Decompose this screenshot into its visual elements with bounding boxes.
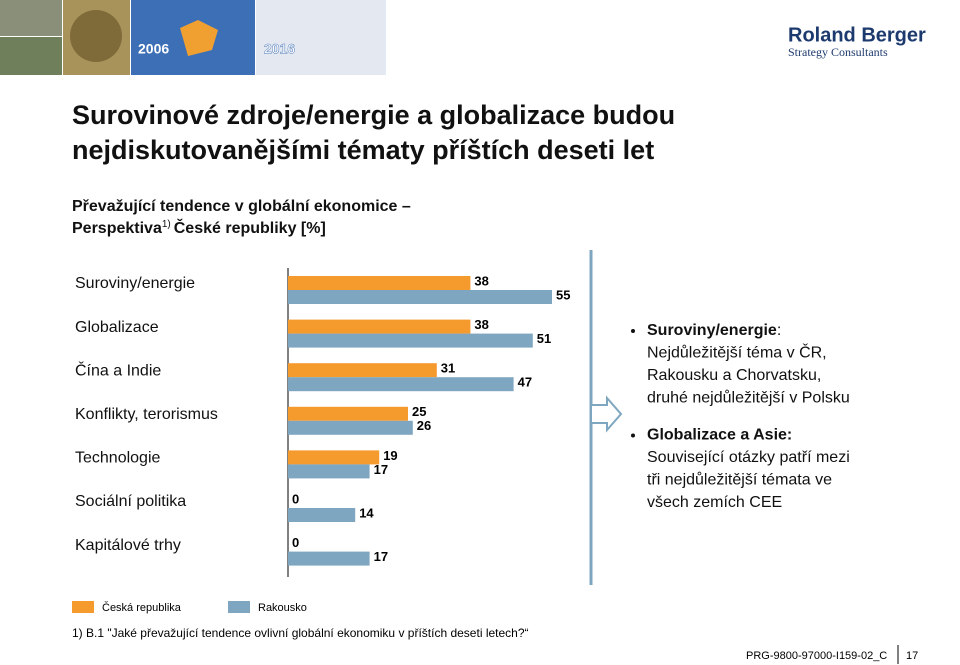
category-label: Konflikty, terorismus — [75, 406, 218, 423]
value-label: 38 — [474, 317, 488, 332]
footer-code: PRG-9800-97000-I159-02_C — [746, 650, 887, 662]
title: nejdiskutovanějšími tématy příštích dese… — [72, 135, 654, 165]
year: 2016 — [264, 41, 295, 57]
value-label: 31 — [441, 361, 455, 376]
category-label: Technologie — [75, 450, 161, 467]
value-label: 26 — [417, 418, 431, 433]
bullet-head: Globalizace a Asie: — [647, 427, 792, 444]
logo-sub: Strategy Consultants — [788, 45, 888, 59]
subtitle: Převažující tendence v globální ekonomic… — [72, 198, 411, 215]
value-label: 14 — [359, 505, 374, 520]
footnote: 1) B.1 "Jaké převažující tendence ovlivn… — [72, 626, 529, 640]
bar — [288, 508, 356, 522]
value-label: 38 — [474, 273, 488, 288]
bar — [288, 319, 471, 334]
logo: Roland Berger — [788, 24, 926, 46]
bullet-line: Související otázky patří mezi — [647, 449, 850, 466]
category-label: Kapitálové trhy — [75, 537, 181, 554]
value-label: 51 — [537, 331, 551, 346]
page-number: 17 — [906, 650, 918, 662]
legend-label: Rakousko — [258, 602, 307, 614]
bar — [288, 290, 552, 304]
legend-label: Česká republika — [102, 601, 182, 614]
note: 1) — [162, 219, 171, 230]
bar — [288, 464, 370, 479]
chart: Suroviny/energie 38 55 Globalizace 38 51 Čína … — [72, 273, 570, 614]
bullets: Suroviny/energie: Nejdůležitější téma v Č… — [631, 322, 850, 511]
value-label: 0 — [292, 491, 299, 506]
value-label: 17 — [374, 462, 388, 477]
bar — [288, 420, 413, 435]
legend-swatch — [72, 601, 94, 613]
title: Surovinové zdroje/energie a globalizace … — [72, 100, 675, 130]
subtitle-part: České republiky [%] — [174, 218, 326, 237]
bullet-line: druhé nejdůležitější v Polsku — [647, 389, 850, 407]
bullet-head: Suroviny/energie: — [647, 322, 781, 339]
bullet-bold: Globalizace a Asie: — [647, 427, 792, 444]
arrow — [590, 395, 623, 433]
bar — [288, 276, 471, 290]
subtitle-part: Perspektiva — [72, 220, 162, 237]
bullet-bold: Suroviny/energie — [647, 322, 777, 339]
bullet-dot — [631, 433, 635, 438]
bullet-line: všech zemích CEE — [647, 494, 782, 511]
bullet-colon: : — [777, 322, 781, 339]
year: 2006 — [138, 41, 169, 57]
bullet-line: tři nejdůležitější témata ve — [647, 471, 832, 489]
value-label: 19 — [383, 448, 397, 463]
bar — [288, 551, 370, 566]
category-label: Sociální politika — [75, 493, 186, 510]
bullet-dot — [631, 329, 635, 333]
value-label: 0 — [292, 535, 299, 550]
bar — [288, 363, 437, 378]
legend-swatch — [228, 601, 250, 613]
bar — [288, 450, 380, 465]
category-label: Čína a Indie — [75, 360, 161, 379]
bar — [288, 406, 408, 421]
category-label: Suroviny/energie — [75, 275, 195, 292]
value-label: 47 — [518, 375, 532, 390]
bullet-line: Nejdůležitější téma v ČR, — [647, 343, 827, 362]
bar — [288, 377, 514, 392]
value-label: 55 — [556, 287, 570, 302]
bullet-line: Rakousku a Chorvatsku, — [647, 367, 821, 384]
bar — [288, 333, 533, 348]
value-label: 25 — [412, 404, 426, 419]
value-label: 17 — [374, 549, 388, 564]
subtitle: Perspektiva1) České republiky [%] — [72, 218, 326, 237]
category-label: Globalizace — [75, 319, 159, 336]
header-images — [0, 0, 386, 75]
